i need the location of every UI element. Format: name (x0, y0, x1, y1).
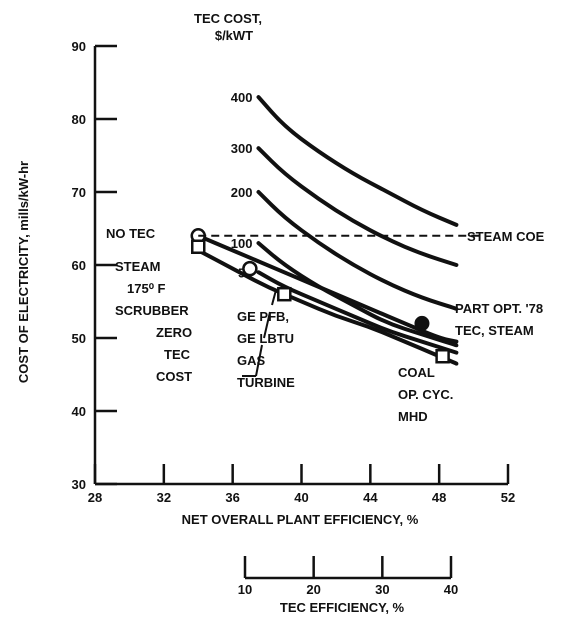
no-tec-label: NO TEC (106, 226, 156, 241)
ge-pfb-label-4: TURBINE (237, 375, 295, 390)
secondary-x-tick-label-30: 30 (375, 582, 389, 597)
zero-tec-label-2: TEC (164, 347, 191, 362)
secondary-x-tick-label-40: 40 (444, 582, 458, 597)
tec-cost-labels: 40030020010050 (231, 90, 253, 280)
part-opt-label-1: PART OPT. '78 (455, 301, 543, 316)
curve-zero-tec-cost (196, 233, 459, 344)
zero-tec-leader-line (255, 289, 277, 377)
y-axis-ticks: 30 40 50 60 70 80 90 (72, 39, 117, 492)
coal-mhd-label-3: MHD (398, 409, 428, 424)
tec-cost-label-400: 400 (231, 90, 253, 105)
x-tick-label-44: 44 (363, 490, 378, 505)
x-tick-label-28: 28 (88, 490, 102, 505)
y-tick-label-60: 60 (72, 258, 86, 273)
curve-series (196, 95, 459, 366)
coal-mhd-label-2: OP. CYC. (398, 387, 453, 402)
part-opt-label-2: TEC, STEAM (455, 323, 534, 338)
curve-50 (256, 270, 459, 355)
steam-scrubber-label-2: 175⁰ F (127, 281, 166, 296)
x-axis-title: NET OVERALL PLANT EFFICIENCY, % (182, 512, 419, 527)
x-tick-label-52: 52 (501, 490, 515, 505)
x-tick-label-48: 48 (432, 490, 446, 505)
tec-cost-label-line2: $/kWT (215, 28, 253, 43)
tec-cost-label-100: 100 (231, 236, 253, 251)
x-axis-ticks: 28 32 36 40 44 48 52 (88, 464, 515, 505)
secondary-x-axis-title: TEC EFFICIENCY, % (280, 600, 405, 615)
y-tick-label-50: 50 (72, 331, 86, 346)
secondary-x-tick-label-10: 10 (238, 582, 252, 597)
y-tick-label-40: 40 (72, 404, 86, 419)
x-tick-label-32: 32 (157, 490, 171, 505)
y-tick-label-30: 30 (72, 477, 86, 492)
filled-circle-marker-4 (414, 315, 430, 331)
zero-tec-label-1: ZERO (156, 325, 192, 340)
curve-200 (256, 190, 459, 311)
tec-cost-label-300: 300 (231, 141, 253, 156)
secondary-x-tick-label-20: 20 (306, 582, 320, 597)
data-points (190, 228, 450, 364)
curve-300 (256, 146, 459, 267)
y-tick-label-90: 90 (72, 39, 86, 54)
curve-400 (256, 95, 459, 227)
circle-marker-2 (242, 260, 258, 277)
zero-tec-label-3: COST (156, 369, 192, 384)
x-tick-label-40: 40 (294, 490, 308, 505)
ge-pfb-label-2: GE LBTU (237, 331, 294, 346)
secondary-x-axis-ticks: 10 20 30 40 (238, 556, 458, 597)
tec-cost-label-line1: TEC COST, (194, 11, 262, 26)
coal-mhd-label-1: COAL (398, 365, 435, 380)
y-tick-label-70: 70 (72, 185, 86, 200)
square-marker-1 (191, 239, 206, 254)
tec-cost-label-200: 200 (231, 185, 253, 200)
curve-100 (256, 241, 459, 348)
ge-pfb-label-3: GAS (237, 353, 266, 368)
square-marker-3 (277, 286, 292, 302)
y-axis-title: COST OF ELECTRICITY, mills/kW-hr (16, 161, 31, 383)
x-tick-label-36: 36 (225, 490, 239, 505)
square-marker-5 (435, 349, 450, 364)
steam-scrubber-label-3: SCRUBBER (115, 303, 189, 318)
y-tick-label-80: 80 (72, 112, 86, 127)
ge-pfb-label-1: GE PFB, (237, 309, 289, 324)
steam-coe-label: STEAM COE (467, 229, 545, 244)
steam-scrubber-label-1: STEAM (115, 259, 161, 274)
